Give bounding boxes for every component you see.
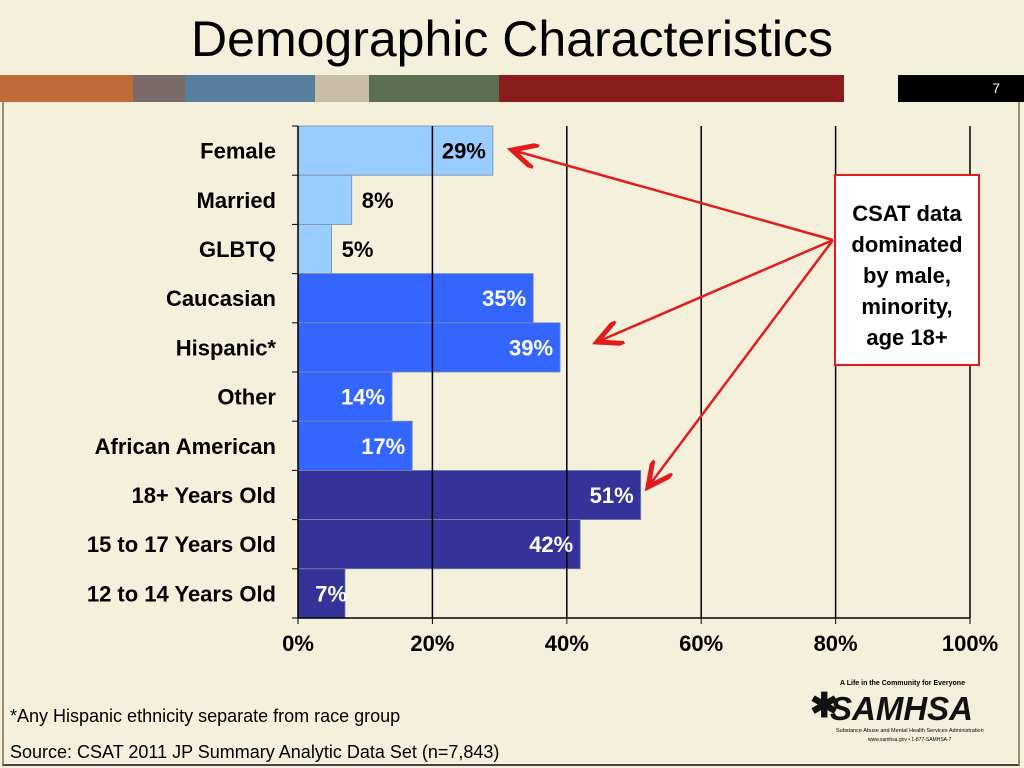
data-label: 14% bbox=[341, 385, 385, 410]
logo-subtitle: Substance Abuse and Mental Health Servic… bbox=[836, 728, 984, 734]
category-label: Married bbox=[197, 188, 276, 213]
data-label: 51% bbox=[590, 483, 634, 508]
stripe-segment bbox=[0, 75, 133, 102]
footnote: *Any Hispanic ethnicity separate from ra… bbox=[10, 706, 401, 726]
bar bbox=[297, 125, 494, 176]
logo-wordmark: SAMHSA bbox=[830, 690, 974, 727]
person-figure-icon: ✱ bbox=[810, 687, 839, 725]
callout-line: minority, bbox=[861, 294, 953, 319]
stripe-segment bbox=[898, 75, 1024, 102]
bar bbox=[297, 519, 581, 570]
stripe-segment bbox=[499, 75, 844, 102]
category-label: Female bbox=[200, 139, 276, 164]
callout-line: dominated bbox=[851, 232, 963, 257]
x-tick-label: 60% bbox=[679, 631, 723, 656]
stripe-segment bbox=[185, 75, 315, 102]
callout-line: age 18+ bbox=[866, 325, 948, 350]
bar bbox=[297, 322, 561, 373]
data-label: 17% bbox=[361, 434, 405, 459]
category-label: 15 to 17 Years Old bbox=[87, 532, 276, 557]
data-label: 7% bbox=[315, 581, 347, 606]
stripe-segment bbox=[844, 75, 898, 102]
logo-tagline: A Life in the Community for Everyone bbox=[840, 680, 965, 687]
data-label: 29% bbox=[442, 139, 486, 164]
data-label: 35% bbox=[482, 286, 526, 311]
bar bbox=[297, 420, 413, 471]
callout-line: by male, bbox=[862, 263, 952, 288]
logo-contact: www.samhsa.gov • 1-877-SAMHSA-7 bbox=[868, 737, 952, 743]
x-tick-label: 20% bbox=[410, 631, 454, 656]
bar bbox=[297, 273, 534, 324]
source-note: Source: CSAT 2011 JP Summary Analytic Da… bbox=[10, 742, 500, 762]
stripe-segment bbox=[369, 75, 499, 102]
content-frame bbox=[2, 102, 1020, 766]
data-label: 42% bbox=[529, 532, 573, 557]
decorative-stripe bbox=[0, 75, 1024, 102]
bar bbox=[297, 223, 332, 274]
stripe-segment bbox=[315, 75, 369, 102]
page-number: 7 bbox=[992, 80, 1000, 96]
category-label: Hispanic* bbox=[176, 335, 277, 360]
data-label: 39% bbox=[509, 335, 553, 360]
x-tick-label: 80% bbox=[814, 631, 858, 656]
callout-box: CSAT data dominated by male, minority, age 1… bbox=[834, 174, 980, 366]
category-label: GLBTQ bbox=[199, 237, 276, 262]
callout-arrow bbox=[597, 238, 834, 342]
category-label: African American bbox=[95, 434, 276, 459]
data-label: 8% bbox=[362, 188, 394, 213]
bar bbox=[297, 568, 346, 619]
callout-arrow bbox=[512, 150, 834, 242]
callout-arrow bbox=[648, 239, 835, 487]
samhsa-logo: ✱ A Life in the Community for Everyone S… bbox=[808, 680, 984, 746]
x-tick-label: 100% bbox=[942, 631, 998, 656]
page-title: Demographic Characteristics bbox=[0, 0, 1024, 75]
category-label: Other bbox=[217, 385, 276, 410]
bar bbox=[297, 174, 353, 225]
stripe-segment bbox=[133, 75, 185, 102]
callout-line: CSAT data bbox=[852, 201, 962, 226]
data-label: 5% bbox=[342, 237, 374, 262]
x-tick-label: 40% bbox=[545, 631, 589, 656]
category-label: 18+ Years Old bbox=[131, 483, 276, 508]
category-label: 12 to 14 Years Old bbox=[87, 581, 276, 606]
category-label: Caucasian bbox=[166, 286, 276, 311]
x-tick-label: 0% bbox=[282, 631, 314, 656]
